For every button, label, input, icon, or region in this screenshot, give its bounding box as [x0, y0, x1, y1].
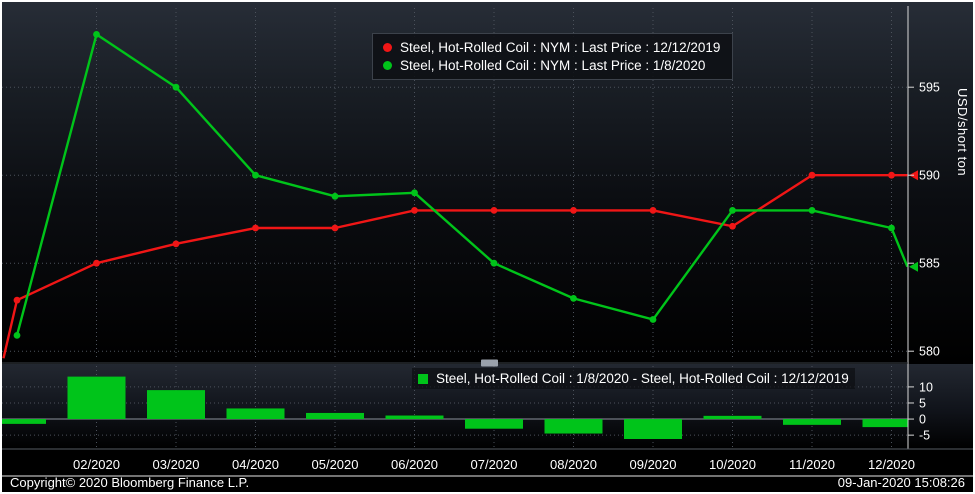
x-axis-label: 09/2020 — [630, 457, 677, 472]
spread-legend[interactable]: Steel, Hot-Rolled Coil : 1/8/2020 - Stee… — [412, 368, 855, 389]
data-point-marker[interactable] — [93, 31, 100, 38]
data-point-marker[interactable] — [331, 224, 339, 232]
price-line[interactable] — [2, 173, 908, 359]
spread-bar[interactable] — [862, 419, 909, 428]
spread-bar[interactable] — [703, 415, 762, 420]
data-point-marker[interactable] — [808, 207, 816, 214]
data-point-marker[interactable] — [13, 296, 21, 304]
legend-item-green-series[interactable]: Steel, Hot-Rolled Coil : NYM : Last Pric… — [383, 58, 720, 73]
price-legend: Steel, Hot-Rolled Coil : NYM : Last Pric… — [372, 33, 734, 80]
x-axis-label: 02/2020 — [73, 457, 120, 472]
data-point-marker[interactable] — [252, 224, 259, 232]
data-point-marker[interactable] — [93, 259, 100, 267]
spread-bar[interactable] — [544, 419, 603, 434]
data-point-marker[interactable] — [649, 207, 657, 214]
y-axis-title: USD/short ton — [955, 88, 970, 177]
red-series-marker-icon — [383, 43, 392, 52]
footer-bar: Copyright© 2020 Bloomberg Finance L.P. 0… — [2, 475, 973, 490]
data-point-marker[interactable] — [252, 171, 259, 179]
axis-tick-label: -5 — [919, 429, 930, 443]
data-point-marker[interactable] — [172, 83, 180, 91]
data-point-marker[interactable] — [331, 192, 339, 200]
last-price-arrow — [909, 261, 918, 272]
spread-bar[interactable] — [385, 415, 444, 420]
x-axis-label: 10/2020 — [709, 457, 756, 472]
data-point-marker[interactable] — [411, 207, 418, 214]
spread-bar[interactable] — [465, 419, 523, 429]
x-axis-label: 05/2020 — [312, 457, 359, 472]
axis-tick-label: 585 — [919, 257, 940, 271]
green-series-marker-icon — [383, 61, 392, 70]
axis-tick-label: 0 — [919, 413, 926, 427]
data-point-marker[interactable] — [649, 316, 657, 323]
data-point-marker[interactable] — [13, 331, 21, 339]
axis-tick-label: 5 — [919, 396, 926, 410]
timestamp-text: 09-Jan-2020 15:08:26 — [837, 475, 965, 490]
spread-bar[interactable] — [783, 419, 841, 425]
spread-series-marker-icon — [418, 373, 428, 384]
axis-tick-label: 580 — [919, 345, 940, 359]
x-axis-label: 04/2020 — [232, 457, 279, 472]
x-axis-label: 07/2020 — [471, 457, 518, 472]
green-series-label: Steel, Hot-Rolled Coil : NYM : Last Pric… — [400, 58, 706, 73]
spread-bar[interactable] — [147, 390, 205, 420]
x-axis-label: 03/2020 — [153, 457, 200, 472]
spread-bar[interactable] — [2, 419, 46, 424]
data-point-marker[interactable] — [729, 207, 736, 214]
panel-resize-handle[interactable] — [481, 359, 498, 367]
data-point-marker[interactable] — [808, 171, 816, 179]
axis-tick-label: 10 — [919, 380, 933, 394]
data-point-marker[interactable] — [490, 207, 498, 214]
copyright-text: Copyright© 2020 Bloomberg Finance L.P. — [10, 475, 250, 490]
spread-bar[interactable] — [67, 376, 126, 420]
spread-bar[interactable] — [226, 408, 285, 420]
data-point-marker[interactable] — [888, 224, 895, 232]
spread-series-label: Steel, Hot-Rolled Coil : 1/8/2020 - Stee… — [436, 371, 849, 386]
legend-item-red-series[interactable]: Steel, Hot-Rolled Coil : NYM : Last Pric… — [383, 40, 720, 55]
x-axis-label: 12/2020 — [868, 457, 915, 472]
x-axis-label: 08/2020 — [550, 457, 597, 472]
data-point-marker[interactable] — [570, 207, 577, 214]
spread-bar[interactable] — [306, 412, 364, 420]
spread-bar[interactable] — [624, 419, 682, 439]
x-axis-label: 06/2020 — [391, 457, 438, 472]
axis-tick-label: 595 — [919, 81, 940, 95]
data-point-marker[interactable] — [888, 171, 895, 179]
red-series-label: Steel, Hot-Rolled Coil : NYM : Last Pric… — [400, 40, 721, 55]
data-point-marker[interactable] — [490, 259, 498, 267]
data-point-marker[interactable] — [570, 295, 577, 302]
axis-tick-label: 590 — [919, 169, 940, 183]
data-point-marker[interactable] — [729, 222, 736, 230]
data-point-marker[interactable] — [411, 189, 418, 197]
x-axis-label: 11/2020 — [789, 457, 835, 472]
data-point-marker[interactable] — [172, 240, 180, 248]
